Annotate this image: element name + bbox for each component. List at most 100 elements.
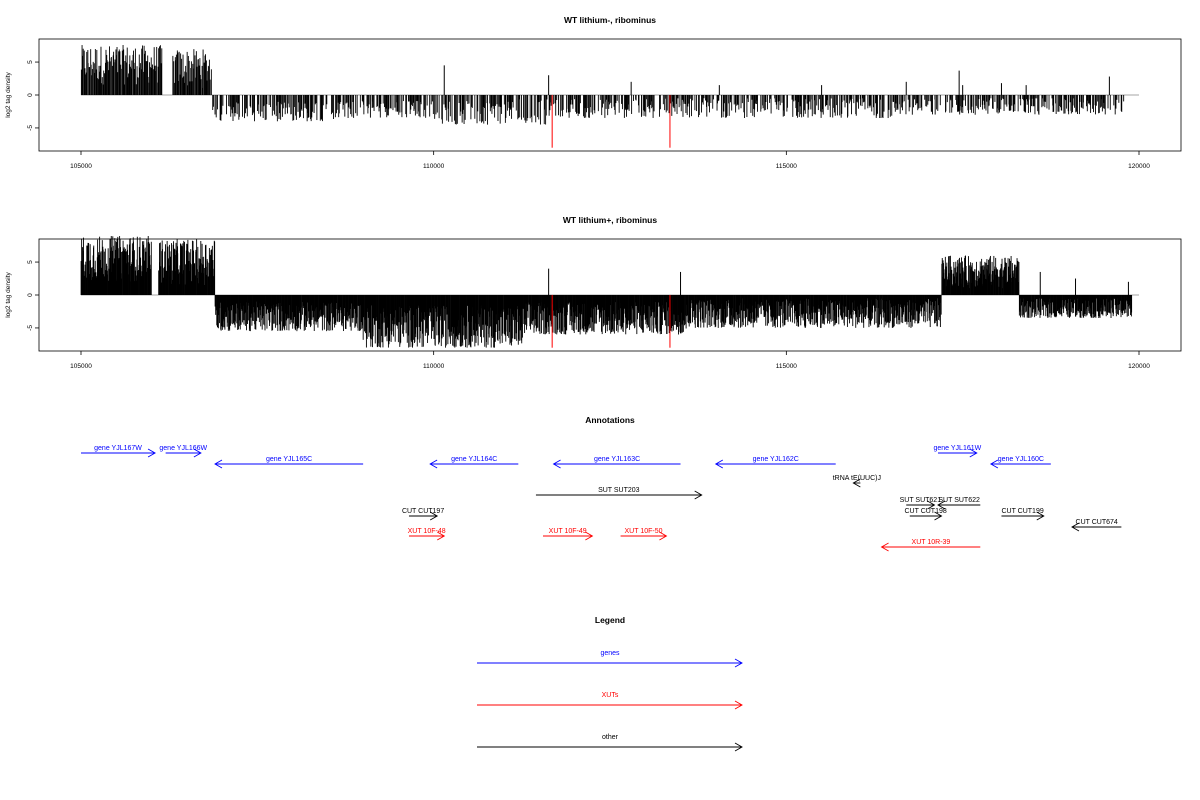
legend: Legend genes XUTs other — [477, 615, 743, 752]
annotation-feature: SUT SUT621 — [900, 497, 942, 510]
legend-item: genes — [477, 650, 743, 668]
x-tick-label: 120000 — [1128, 363, 1150, 370]
y-tick-label: -5 — [27, 125, 34, 131]
arrow-head — [934, 511, 943, 521]
arrow-head — [734, 742, 743, 752]
arrow-head — [193, 448, 202, 458]
arrow-head — [429, 511, 439, 521]
annotation-label: gene YJL162C — [753, 456, 799, 463]
annotation-feature: gene YJL162C — [714, 456, 836, 469]
arrow-head — [734, 658, 743, 668]
arrow-head — [852, 478, 861, 488]
annotation-feature: XUT 10F-48 — [408, 528, 446, 541]
annotation-label: CUT CUT674 — [1076, 519, 1118, 526]
arrow-head — [147, 448, 156, 458]
arrow-head — [694, 490, 703, 500]
y-axis-ticks: -5 0 5 — [27, 260, 39, 331]
annotation-label: SUT SUT621 — [900, 497, 942, 504]
x-tick-label: 115000 — [776, 363, 798, 370]
annotation-label: gene YJL165C — [266, 456, 312, 463]
arrow-head — [437, 531, 446, 541]
annotation-label: CUT CUT197 — [402, 508, 444, 515]
arrow-head — [734, 700, 743, 710]
y-tick-label: 0 — [27, 293, 34, 297]
x-tick-label: 110000 — [423, 363, 445, 370]
annotation-feature: gene YJL167W — [81, 445, 156, 458]
annotation-label: tRNA tE(UUC)J — [833, 475, 881, 482]
arrow-head — [1071, 522, 1080, 532]
annotation-feature: gene YJL160C — [989, 456, 1051, 469]
arrow-head — [989, 459, 999, 469]
arrow-head — [659, 531, 668, 541]
annotation-feature: tRNA tE(UUC)J — [833, 475, 881, 488]
arrow-head — [714, 459, 724, 469]
legend-label: genes — [600, 650, 620, 657]
y-tick-label: -5 — [27, 325, 34, 331]
annotation-feature: gene YJL164C — [429, 456, 519, 469]
panel-title: WT lithium-, ribominus — [564, 15, 656, 25]
annotation-feature: CUT CUT197 — [402, 508, 444, 521]
annotation-label: gene YJL166W — [159, 445, 207, 452]
arrow-head — [585, 531, 594, 541]
annotation-label: gene YJL161W — [934, 445, 982, 452]
panel-title: WT lithium+, ribominus — [563, 215, 657, 225]
x-tick-label: 115000 — [776, 163, 798, 170]
annotation-feature: gene YJL165C — [214, 456, 364, 469]
arrow-head — [969, 448, 978, 458]
annotation-items: gene YJL167W gene YJL166W gene YJL165C gene… — [81, 445, 1122, 552]
arrow-head — [552, 459, 561, 469]
legend-label: other — [602, 734, 619, 741]
annotation-feature: gene YJL163C — [552, 456, 681, 469]
annotations-track: Annotations gene YJL167W gene YJL166Wgene… — [81, 415, 1122, 552]
annotation-feature: XUT 10F-50 — [620, 528, 668, 541]
annotation-feature: XUT 10F-49 — [542, 528, 594, 541]
x-tick-label: 105000 — [70, 363, 92, 370]
arrow-head — [429, 459, 438, 469]
arrow-head — [937, 500, 946, 510]
annotation-label: gene YJL164C — [451, 456, 497, 463]
annotations-title: Annotations — [585, 415, 635, 425]
y-axis-ticks: -5 0 5 — [27, 60, 39, 131]
arrow-head — [1036, 511, 1045, 521]
annotation-label: SUT SUT203 — [598, 487, 640, 494]
annotation-feature: CUT CUT674 — [1071, 519, 1122, 532]
annotation-feature: CUT CUT198 — [904, 508, 947, 521]
y-axis-label: log2 tag density — [5, 71, 12, 117]
signal-bars — [80, 235, 1139, 348]
x-tick-label: 110000 — [423, 163, 445, 170]
annotation-feature: SUT SUT622 — [937, 497, 981, 510]
y-tick-label: 5 — [27, 260, 34, 264]
legend-item: XUTs — [477, 692, 743, 710]
annotation-label: XUT 10F-50 — [625, 528, 663, 535]
signal-bars — [80, 45, 1139, 148]
annotation-feature: CUT CUT199 — [1001, 508, 1045, 521]
annotation-feature: SUT SUT203 — [535, 487, 703, 500]
annotation-label: gene YJL163C — [594, 456, 640, 463]
panel-lithium-plus: WT lithium+, ribominus log2 tag density … — [5, 215, 1182, 370]
legend-label: XUTs — [602, 692, 619, 699]
annotation-feature: gene YJL166W — [159, 445, 208, 458]
y-tick-label: 5 — [27, 60, 34, 64]
x-axis-ticks: 105000 110000 115000 120000 — [70, 351, 1150, 370]
annotation-label: SUT SUT622 — [938, 497, 980, 504]
arrow-head — [880, 542, 889, 552]
annotation-feature: XUT 10R-39 — [880, 539, 981, 552]
y-axis-label: log2 tag density — [5, 271, 12, 317]
arrow-head — [214, 459, 223, 469]
arrow-head — [927, 500, 936, 510]
annotation-label: XUT 10F-48 — [408, 528, 446, 535]
annotation-feature: gene YJL161W — [934, 445, 982, 458]
annotation-label: XUT 10F-49 — [549, 528, 587, 535]
annotation-label: CUT CUT199 — [1001, 508, 1043, 515]
legend-items: genes XUTs other — [477, 650, 743, 752]
x-tick-label: 120000 — [1128, 163, 1150, 170]
legend-title: Legend — [595, 615, 625, 625]
annotation-label: XUT 10R-39 — [912, 539, 951, 546]
legend-item: other — [477, 734, 743, 752]
panel-lithium-minus: WT lithium-, ribominus log2 tag density … — [5, 15, 1182, 170]
y-tick-label: 0 — [27, 93, 34, 97]
annotation-label: gene YJL160C — [998, 456, 1044, 463]
annotation-label: CUT CUT198 — [904, 508, 946, 515]
annotation-label: gene YJL167W — [94, 445, 142, 452]
